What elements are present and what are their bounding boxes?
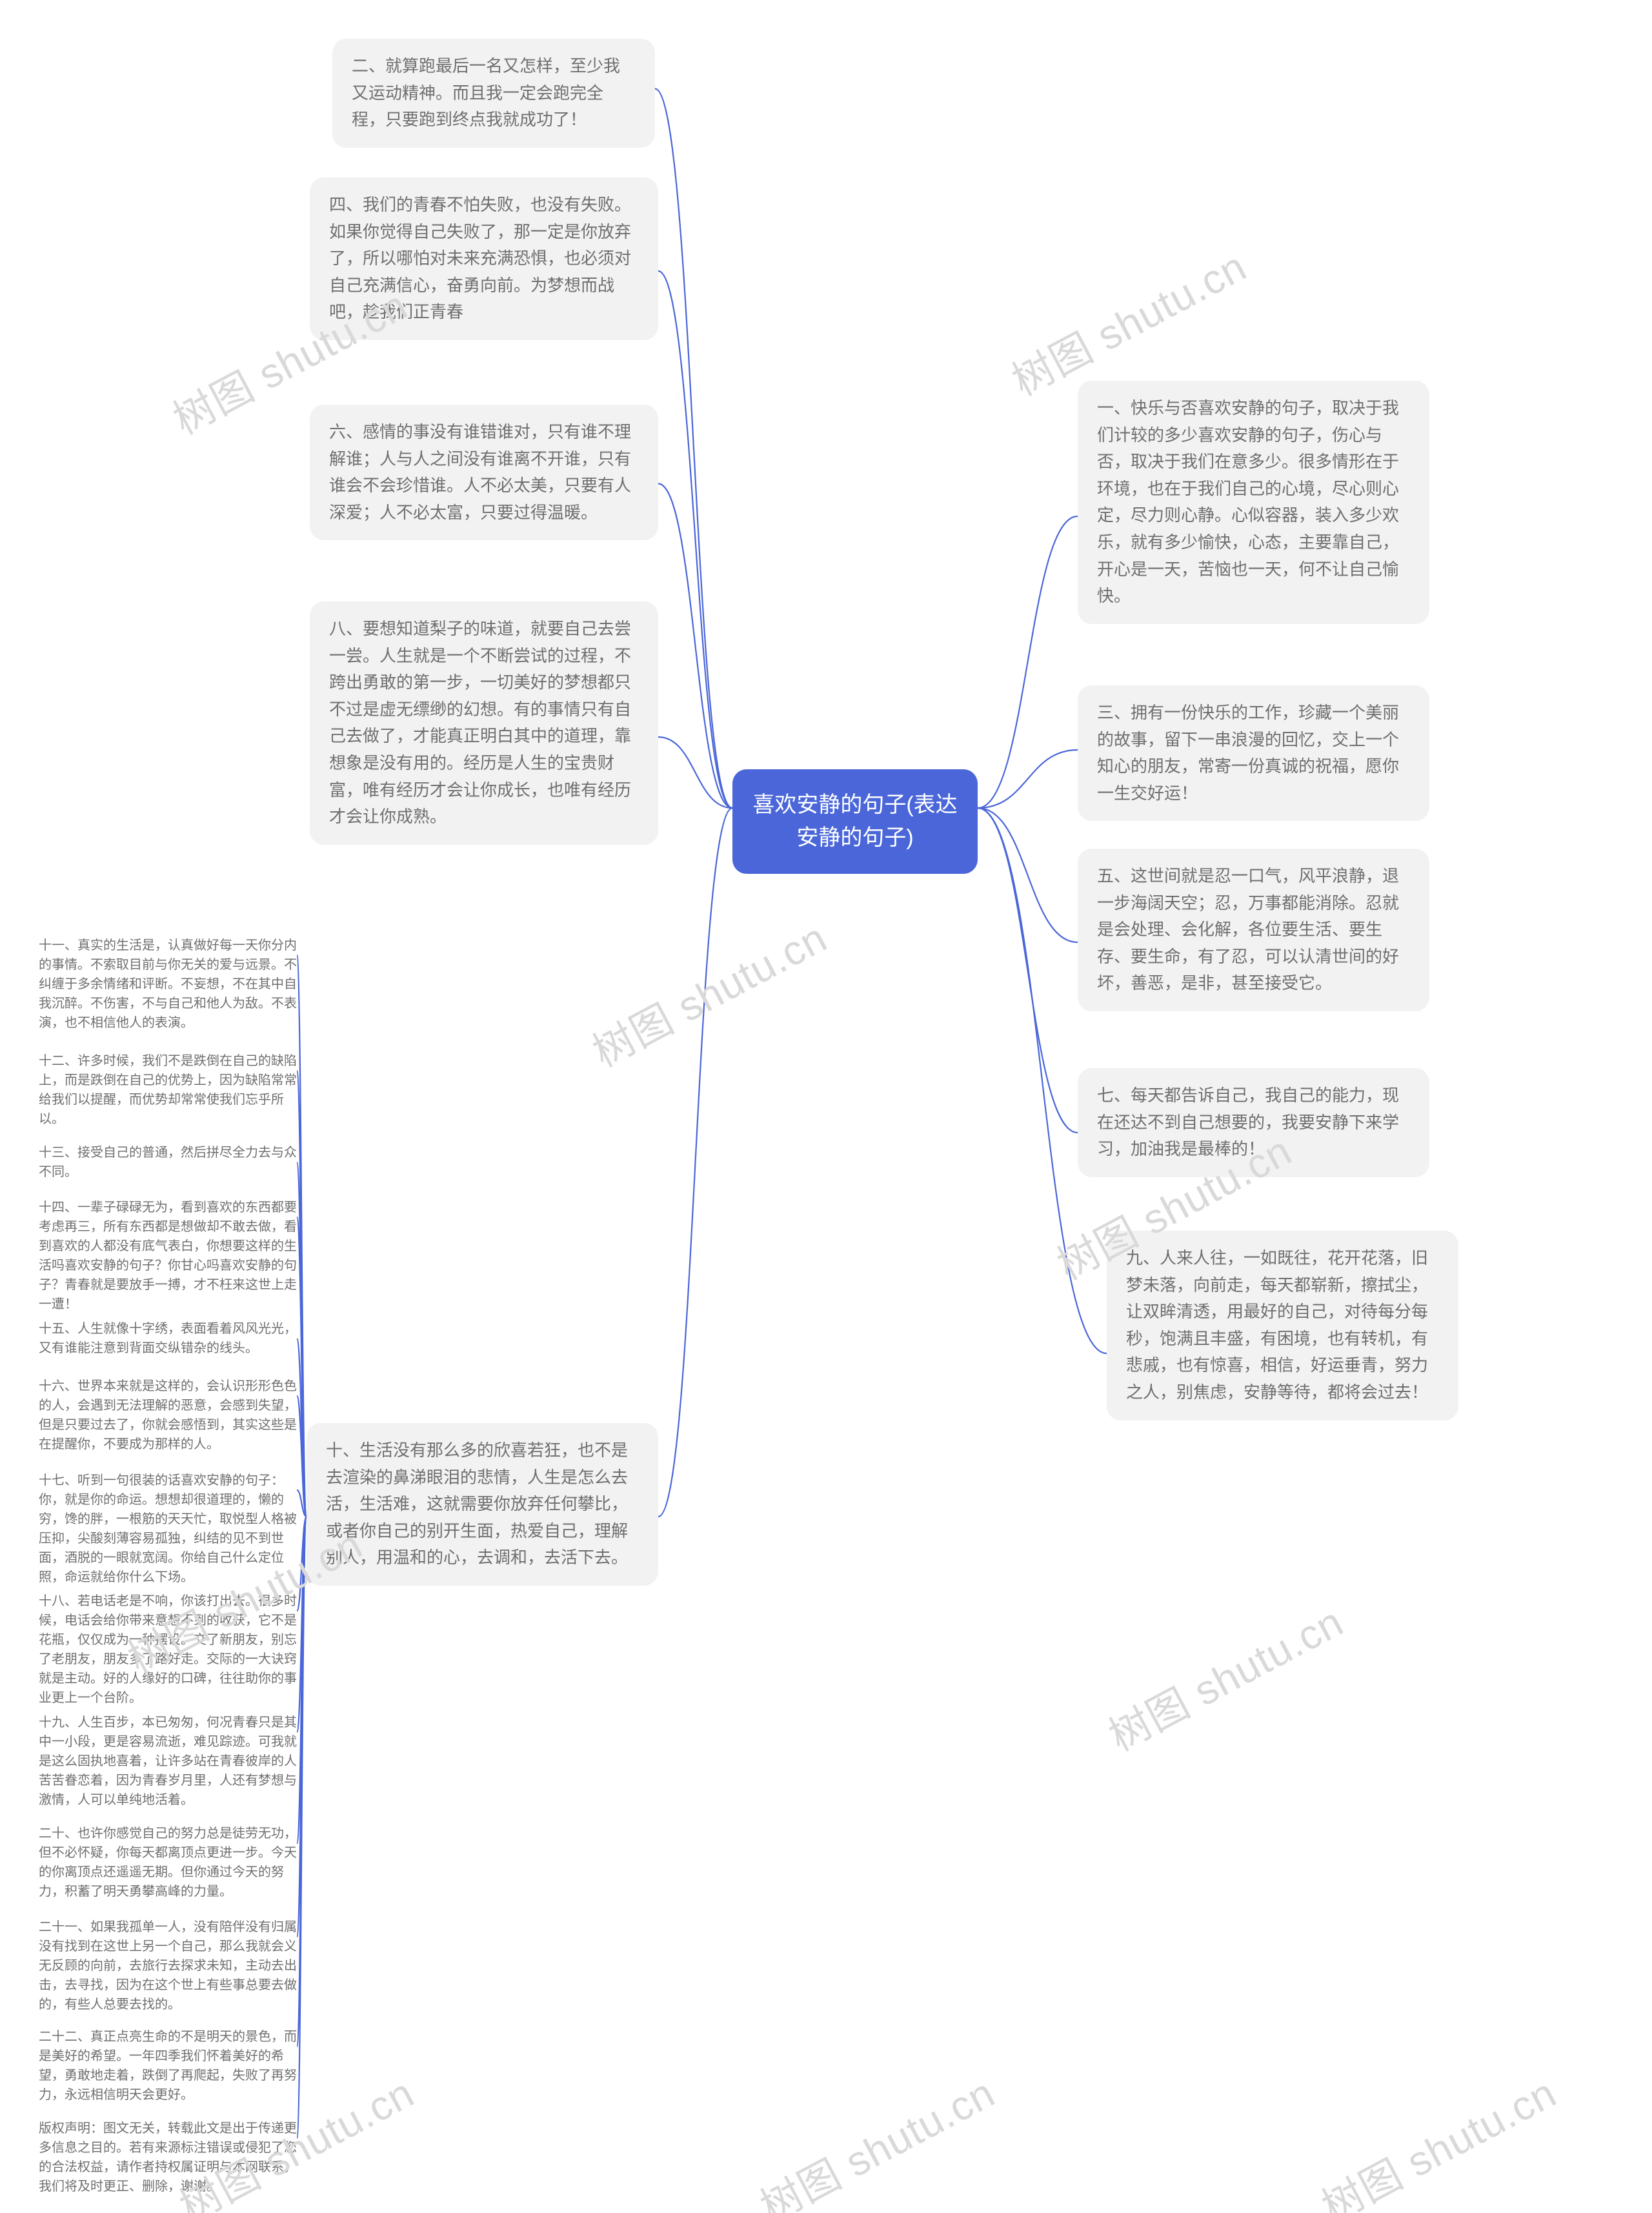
- bubble-node-n10: 十、生活没有那么多的欣喜若狂，也不是去渲染的鼻涕眼泪的悲情，人生是怎么去活，生活…: [307, 1423, 658, 1586]
- plain-node-n14: 十四、一辈子碌碌无为，看到喜欢的东西都要考虑再三，所有东西都是想做却不敢去做，看…: [39, 1191, 297, 1320]
- watermark: 树图 shutu.cn: [1097, 1590, 1352, 1763]
- plain-node-n13: 十三、接受自己的普通，然后拼尽全力去与众不同。: [39, 1137, 297, 1188]
- bubble-node-n1: 一、快乐与否喜欢安静的句子，取决于我们计较的多少喜欢安静的句子，伤心与否，取决于…: [1078, 381, 1429, 624]
- plain-node-n17: 十七、听到一句很装的话喜欢安静的句子：你，就是你的命运。想想却很道理的，懒的穷，…: [39, 1464, 297, 1593]
- plain-node-copy: 版权声明：图文无关，转载此文是出于传递更多信息之目的。若有来源标注错误或侵犯了您…: [39, 2112, 297, 2203]
- bubble-node-n3: 三、拥有一份快乐的工作，珍藏一个美丽的故事，留下一串浪漫的回忆，交上一个知心的朋…: [1078, 685, 1429, 821]
- bubble-node-n8: 八、要想知道梨子的味道，就要自己去尝一尝。人生就是一个不断尝试的过程，不跨出勇敢…: [310, 601, 658, 845]
- bubble-node-n6: 六、感情的事没有谁错谁对，只有谁不理解谁；人与人之间没有谁离不开谁，只有谁会不会…: [310, 405, 658, 540]
- bubble-node-n7: 七、每天都告诉自己，我自己的能力，现在还达不到自己想要的，我要安静下来学习，加油…: [1078, 1068, 1429, 1177]
- root-node: 喜欢安静的句子(表达安静的句子): [732, 769, 978, 874]
- bubble-node-n5: 五、这世间就是忍一口气，风平浪静，退一步海阔天空；忍，万事都能消除。忍就是会处理…: [1078, 849, 1429, 1011]
- mindmap-canvas: 喜欢安静的句子(表达安静的句子) 二、就算跑最后一名又怎样，至少我又运动精神。而且…: [0, 0, 1652, 2213]
- watermark: 树图 shutu.cn: [749, 2061, 1003, 2213]
- plain-node-n11: 十一、真实的生活是，认真做好每一天你分内的事情。不索取目前与你无关的爱与远景。不…: [39, 929, 297, 1039]
- plain-node-n12: 十二、许多时候，我们不是跌倒在自己的缺陷上，而是跌倒在自己的优势上，因为缺陷常常…: [39, 1045, 297, 1135]
- bubble-node-n9: 九、人来人往，一如既往，花开花落，旧梦未落，向前走，每天都崭新，擦拭尘，让双眸清…: [1107, 1231, 1458, 1420]
- bubble-node-n4: 四、我们的青春不怕失败，也没有失败。如果你觉得自己失败了，那一定是你放弃了，所以…: [310, 177, 658, 340]
- plain-node-n15: 十五、人生就像十字绣，表面看着风风光光，又有谁能注意到背面交纵错杂的线头。: [39, 1313, 297, 1364]
- bubble-node-n2: 二、就算跑最后一名又怎样，至少我又运动精神。而且我一定会跑完全程，只要跑到终点我…: [332, 39, 655, 148]
- plain-node-n22: 二十二、真正点亮生命的不是明天的景色，而是美好的希望。一年四季我们怀着美好的希望…: [39, 2021, 297, 2111]
- plain-node-n20: 二十、也许你感觉自己的努力总是徒劳无功，但不必怀疑，你每天都离顶点更进一步。今天…: [39, 1817, 297, 1908]
- plain-node-n16: 十六、世界本来就是这样的，会认识形形色色的人，会遇到无法理解的恶意，会感到失望，…: [39, 1370, 297, 1460]
- plain-node-n19: 十九、人生百步，本已匆匆，何况青春只是其中一小段，更是容易流逝，难见踪迹。可我就…: [39, 1706, 297, 1816]
- plain-node-n21: 二十一、如果我孤单一人，没有陪伴没有归属没有找到在这世上另一个自己，那么我就会义…: [39, 1911, 297, 2021]
- watermark: 树图 shutu.cn: [1310, 2061, 1565, 2213]
- plain-node-n18: 十八、若电话老是不响，你该打出去。很多时候，电话会给你带来意想不到的收获，它不是…: [39, 1585, 297, 1714]
- watermark: 树图 shutu.cn: [581, 905, 836, 1078]
